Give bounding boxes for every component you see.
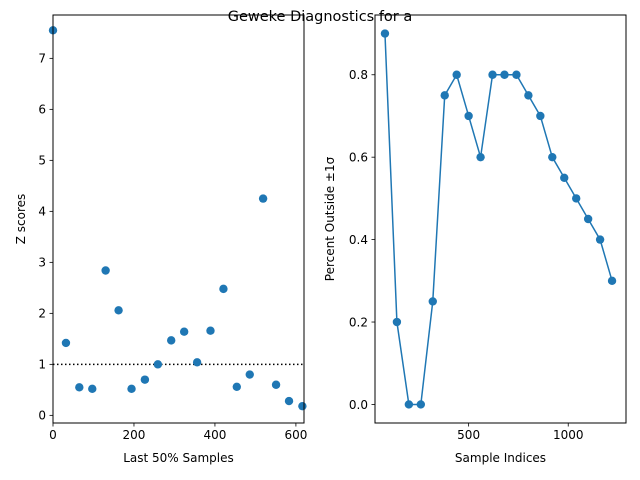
y-tick-label: 0.4 <box>349 233 368 247</box>
data-point <box>595 235 605 244</box>
x-tick-label: 500 <box>457 428 480 442</box>
y-tick-label: 0.0 <box>349 398 368 412</box>
plot-frame <box>52 14 305 424</box>
data-point <box>192 358 202 367</box>
data-point <box>61 338 71 348</box>
x-tick-label: 0 <box>49 428 57 442</box>
percent-outside-panel: 500 1000 0.0 0.2 0.4 0.6 0.8 Sample Indices Perc… <box>323 14 627 465</box>
y-axis-label: Z scores <box>14 194 28 245</box>
data-point <box>284 396 294 406</box>
data-point <box>392 317 402 327</box>
data-point <box>153 360 163 369</box>
y-tick-label: 2 <box>38 307 46 321</box>
data-point <box>245 370 254 379</box>
x-axis-label: Sample Indices <box>455 451 546 465</box>
x-tick-label: 200 <box>123 428 146 442</box>
data-point <box>548 152 557 162</box>
data-point <box>524 91 533 100</box>
data-point <box>404 400 414 409</box>
data-point <box>140 375 150 384</box>
y-tick-label: 4 <box>38 205 46 219</box>
data-point <box>206 326 215 335</box>
data-point <box>219 284 228 294</box>
data-point <box>452 70 461 79</box>
plot-frame <box>374 14 627 424</box>
data-point <box>380 29 390 38</box>
data-point <box>583 214 593 224</box>
data-point <box>167 336 176 345</box>
data-point <box>114 306 123 315</box>
y-tick-label: 5 <box>38 154 46 168</box>
data-point <box>127 384 136 394</box>
x-tick-label: 1000 <box>553 428 584 442</box>
data-point <box>440 91 449 100</box>
data-point <box>271 380 281 389</box>
data-point <box>232 382 241 391</box>
data-point <box>536 111 545 121</box>
y-tick-label: 1 <box>38 358 46 372</box>
data-point <box>428 297 437 306</box>
data-point <box>298 401 307 411</box>
data-point <box>607 276 617 286</box>
data-point <box>258 194 268 203</box>
x-tick-label: 600 <box>284 428 307 442</box>
series-line <box>384 33 613 406</box>
data-point <box>476 152 485 162</box>
y-tick-label: 0 <box>38 409 46 423</box>
figure-title: Geweke Diagnostics for a <box>228 9 413 25</box>
y-tick-label: 0.8 <box>349 68 368 82</box>
data-point <box>88 384 97 394</box>
data-point <box>488 70 497 79</box>
y-tick-label: 7 <box>38 52 46 66</box>
data-point <box>571 194 581 203</box>
y-tick-label: 3 <box>38 256 46 270</box>
data-point <box>512 70 521 79</box>
y-tick-label: 0.2 <box>349 315 368 329</box>
x-axis-label: Last 50% Samples <box>123 451 234 465</box>
data-point <box>416 400 426 409</box>
data-point <box>560 173 569 182</box>
data-point <box>101 266 110 275</box>
y-tick-label: 6 <box>38 103 46 117</box>
y-tick-label: 0.6 <box>349 150 368 164</box>
zscores-panel: 0 200 400 600 0 1 2 3 4 5 6 7 Last 50% Samples Z scor… <box>14 14 307 465</box>
data-point <box>500 70 509 79</box>
data-point <box>75 383 84 392</box>
y-axis-label: Percent Outside ±1σ <box>323 156 337 281</box>
data-point <box>464 111 473 121</box>
x-tick-label: 400 <box>203 428 226 442</box>
data-point <box>179 327 189 336</box>
